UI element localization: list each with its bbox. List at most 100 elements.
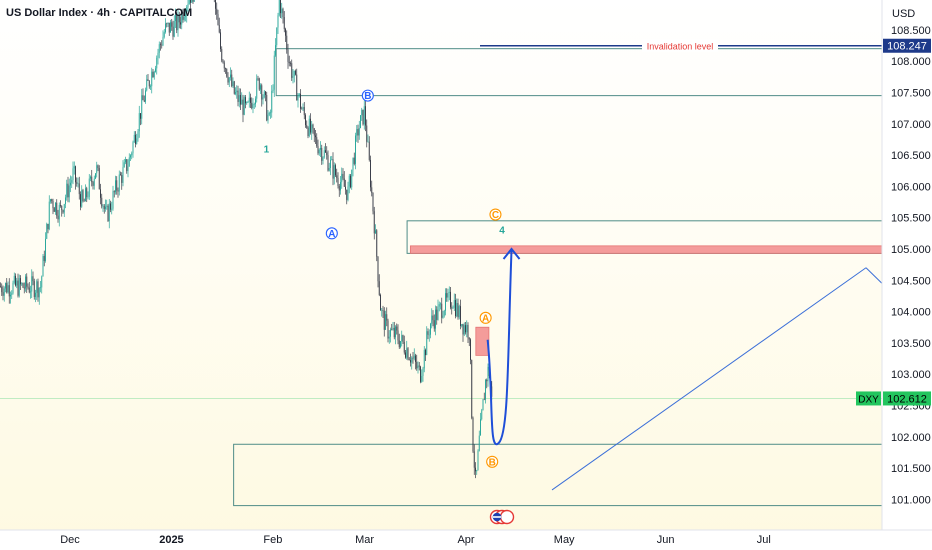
candle-body xyxy=(217,14,219,26)
candle-body xyxy=(132,142,134,154)
candle-body xyxy=(222,60,224,63)
candle-body xyxy=(412,357,414,359)
x-tick-label: Mar xyxy=(355,534,374,546)
candle-body xyxy=(368,141,370,160)
candle-body xyxy=(135,134,136,144)
candle-body xyxy=(463,325,465,335)
candle-body xyxy=(152,71,154,78)
candle-body xyxy=(483,399,485,401)
candle-body xyxy=(388,336,390,339)
candle-body xyxy=(30,291,31,293)
candle-body xyxy=(378,281,380,295)
y-tick-label: 101.000 xyxy=(891,494,931,506)
candle-body xyxy=(396,326,398,331)
candle-body xyxy=(58,205,60,220)
candle-body xyxy=(117,190,119,192)
candle-body xyxy=(440,303,441,305)
candle-body xyxy=(257,78,259,80)
candle-body xyxy=(391,329,393,331)
candle-body xyxy=(426,331,428,356)
candle-body xyxy=(47,223,49,230)
zone-filled xyxy=(475,326,490,356)
candle-body xyxy=(33,281,35,297)
candle-body xyxy=(176,14,178,31)
candle-body xyxy=(93,178,95,186)
candle-body xyxy=(125,159,126,163)
candle-body xyxy=(253,104,255,105)
candle-body xyxy=(32,276,34,282)
candle-body xyxy=(411,357,413,363)
candle-body xyxy=(107,205,109,222)
candle-body xyxy=(53,208,55,212)
y-tick-label: 102.000 xyxy=(891,432,931,444)
candle-body xyxy=(458,306,460,318)
candle-body xyxy=(50,199,51,202)
candle-body xyxy=(305,115,306,126)
x-tick-label: Apr xyxy=(457,534,474,546)
candle-body xyxy=(112,191,114,209)
candle-body xyxy=(313,128,315,136)
candle-body xyxy=(5,283,6,289)
x-tick-label: Jul xyxy=(757,534,771,546)
candle-body xyxy=(295,70,296,75)
candle-body xyxy=(335,165,336,176)
wave-label-circle xyxy=(479,311,492,324)
candle-body xyxy=(46,223,48,239)
candle-body xyxy=(363,106,365,125)
candle-body xyxy=(145,90,146,102)
y-tick-label: 108.000 xyxy=(891,56,931,68)
wave-label: C xyxy=(492,210,499,221)
invalidation-price-value: 108.247 xyxy=(887,41,927,53)
candle-body xyxy=(138,113,140,132)
candle-body xyxy=(422,368,424,376)
candle-body xyxy=(332,159,334,179)
candle-body xyxy=(300,93,301,109)
candle-body xyxy=(96,165,98,174)
candle-body xyxy=(338,185,340,191)
y-tick-label: 101.500 xyxy=(891,463,931,475)
candle-body xyxy=(233,81,235,94)
candle-body xyxy=(288,61,290,64)
candle-body xyxy=(365,106,366,126)
candle-body xyxy=(403,341,405,353)
candle-body xyxy=(246,102,248,104)
candle-body xyxy=(231,74,233,87)
candle-body xyxy=(27,286,29,288)
symbol-tag xyxy=(856,391,881,406)
y-tick-label: 105.000 xyxy=(891,244,931,256)
candle-body xyxy=(437,306,439,320)
candle-body xyxy=(243,97,245,115)
candle-body xyxy=(247,101,249,103)
candle-body xyxy=(161,44,163,46)
candle-body xyxy=(323,150,325,158)
candle-body xyxy=(375,230,376,234)
candle-body xyxy=(10,294,11,297)
candle-body xyxy=(25,276,26,289)
wave-label-circle xyxy=(486,455,499,468)
candle-body xyxy=(121,175,123,183)
candle-body xyxy=(41,276,43,288)
candle-body xyxy=(143,100,145,102)
candle-body xyxy=(7,285,9,293)
candle-body xyxy=(435,309,436,329)
candle-body xyxy=(258,78,260,90)
candle-body xyxy=(72,168,74,181)
candle-body xyxy=(282,8,284,18)
candle-body xyxy=(455,300,456,317)
candle-body xyxy=(425,349,426,356)
candle-body xyxy=(157,52,159,58)
candle-body xyxy=(417,365,419,369)
candle-body xyxy=(416,361,418,369)
candle-body xyxy=(20,278,21,285)
candle-body xyxy=(461,324,463,327)
candle-body xyxy=(13,275,15,283)
candle-body xyxy=(82,190,84,202)
candle-body xyxy=(376,230,378,257)
candle-body xyxy=(433,320,435,329)
candle-body xyxy=(218,25,220,33)
trend-line-tail xyxy=(865,267,883,284)
candle-body xyxy=(273,55,275,90)
candle-body xyxy=(445,293,446,311)
y-tick-label: 107.000 xyxy=(891,119,931,131)
candle-body xyxy=(216,8,218,15)
